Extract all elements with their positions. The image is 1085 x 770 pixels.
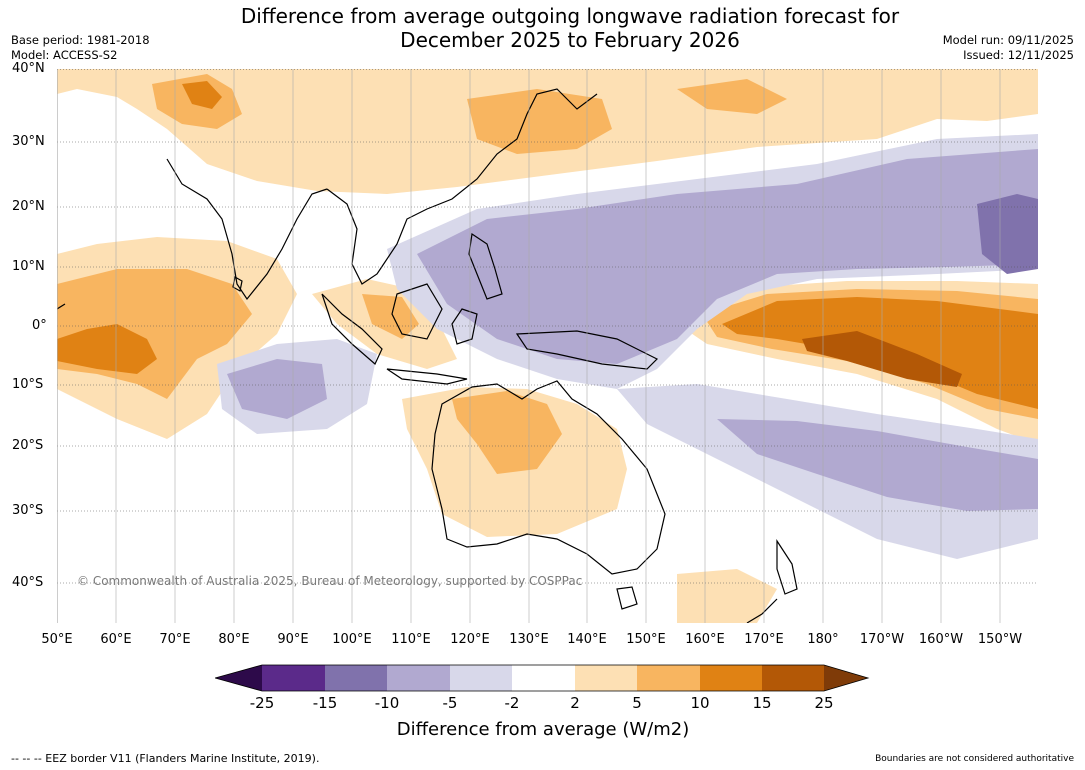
colorbar-outline xyxy=(215,664,870,692)
lon-label: 110°E xyxy=(391,632,431,647)
new-zealand-north xyxy=(776,538,798,595)
lat-label-40n: 40°N xyxy=(12,61,45,76)
new-zealand-south xyxy=(746,598,778,623)
lat-label-0: 0° xyxy=(32,318,47,333)
map-title: Difference from average outgoing longwav… xyxy=(170,4,970,52)
lon-label: 120°E xyxy=(450,632,490,647)
philippines-coast xyxy=(468,232,503,300)
lon-label: 80°E xyxy=(218,632,250,647)
colorbar-bin xyxy=(637,665,700,691)
australia-coast xyxy=(431,380,666,575)
south-pacific-mid xyxy=(717,419,1038,511)
lon-label: 130°E xyxy=(509,632,549,647)
madagascar-hint xyxy=(57,303,66,310)
colorbar-bin xyxy=(575,665,637,691)
southeast-asia-coast xyxy=(326,88,598,285)
lon-label: 150°E xyxy=(626,632,666,647)
colorbar-bin xyxy=(512,665,575,691)
metadata-right: Model run: 09/11/2025 Issued: 12/11/2025 xyxy=(943,33,1074,63)
colorbar-bin xyxy=(762,665,824,691)
colorbar-bin xyxy=(387,665,450,691)
colorbar-tick: -10 xyxy=(374,694,400,712)
colorbar-tick: 5 xyxy=(632,694,642,712)
coastlines xyxy=(57,88,798,623)
borneo-coast xyxy=(391,283,443,340)
metadata-left: Base period: 1981-2018 Model: ACCESS-S2 xyxy=(11,33,150,63)
lat-label-30s: 30°S xyxy=(12,503,44,518)
colorbar-tick: -2 xyxy=(504,694,520,712)
lon-label: 160°E xyxy=(685,632,725,647)
colorbar-tick: -25 xyxy=(249,694,275,712)
lat-label-40s: 40°S xyxy=(12,575,44,590)
hawaii-dark xyxy=(977,194,1038,274)
issued-date: Issued: 12/11/2025 xyxy=(963,48,1074,62)
himalaya-dark xyxy=(182,81,222,109)
south-indian-mid xyxy=(227,359,327,419)
australia-orange xyxy=(452,391,562,474)
colorbar-tick: 25 xyxy=(814,694,834,712)
java-coast xyxy=(386,368,468,385)
lon-label: 140°E xyxy=(567,632,607,647)
lon-label: 160°W xyxy=(918,632,964,647)
colorbar-tick: -5 xyxy=(442,694,458,712)
boundary-note: Boundaries are not considered authoritat… xyxy=(875,754,1074,764)
colorbar xyxy=(215,664,870,692)
colorbar-tick: 15 xyxy=(752,694,772,712)
lat-label-30n: 30°N xyxy=(12,134,45,149)
china-orange xyxy=(467,89,612,154)
sulawesi-coast xyxy=(451,308,478,345)
sumatra-borneo-orange xyxy=(362,294,419,339)
eez-legend: -- -- -- EEZ border V11 (Flanders Marine… xyxy=(11,752,320,765)
meridians xyxy=(57,69,1001,623)
new-zealand-light xyxy=(677,569,777,623)
lat-label-10s: 10°S xyxy=(12,377,44,392)
sri-lanka-coast xyxy=(232,276,243,292)
colorbar-extend-low xyxy=(215,665,262,691)
model-name: Model: ACCESS-S2 xyxy=(11,48,118,62)
title-line-2: December 2025 to February 2026 xyxy=(400,28,740,52)
lon-label: 50°E xyxy=(41,632,73,647)
positive-anomaly-regions xyxy=(57,69,1038,623)
new-guinea-coast xyxy=(515,330,659,370)
indian-ocean-dark xyxy=(57,324,157,374)
colorbar-bin xyxy=(450,665,512,691)
negative-anomaly-regions xyxy=(217,134,1038,559)
colorbar-title: Difference from average (W/m2) xyxy=(396,719,690,740)
lon-label: 180° xyxy=(807,632,839,647)
colorbar-bin xyxy=(262,665,325,691)
colorbar-tick: -15 xyxy=(312,694,338,712)
india-coast xyxy=(166,158,328,301)
colorbar-tick: 10 xyxy=(690,694,710,712)
lon-label: 100°E xyxy=(332,632,372,647)
tasmania-coast xyxy=(616,586,638,610)
base-period: Base period: 1981-2018 xyxy=(11,33,150,47)
colorbar-extend-high xyxy=(824,665,868,691)
lat-label-20s: 20°S xyxy=(12,438,44,453)
lon-label: 170°W xyxy=(859,632,905,647)
lon-label: 150°W xyxy=(977,632,1023,647)
colorbar-tick: 2 xyxy=(570,694,580,712)
lat-label-10n: 10°N xyxy=(12,259,45,274)
anomaly-map xyxy=(57,69,1038,623)
lon-label: 90°E xyxy=(277,632,309,647)
lon-label: 70°E xyxy=(159,632,191,647)
lon-label: 60°E xyxy=(100,632,132,647)
colorbar-bin xyxy=(325,665,387,691)
colorbar-bin xyxy=(700,665,762,691)
model-run-date: Model run: 09/11/2025 xyxy=(942,33,1074,47)
north-pacific-orange xyxy=(677,79,787,114)
title-line-1: Difference from average outgoing longwav… xyxy=(240,4,900,28)
lon-label: 170°E xyxy=(744,632,784,647)
lat-label-20n: 20°N xyxy=(12,199,45,214)
sumatra-coast xyxy=(321,293,383,365)
map-area: © Commonwealth of Australia 2025, Bureau… xyxy=(57,69,1038,623)
western-pacific-mid xyxy=(417,149,1038,364)
copyright-notice: © Commonwealth of Australia 2025, Bureau… xyxy=(77,574,583,588)
